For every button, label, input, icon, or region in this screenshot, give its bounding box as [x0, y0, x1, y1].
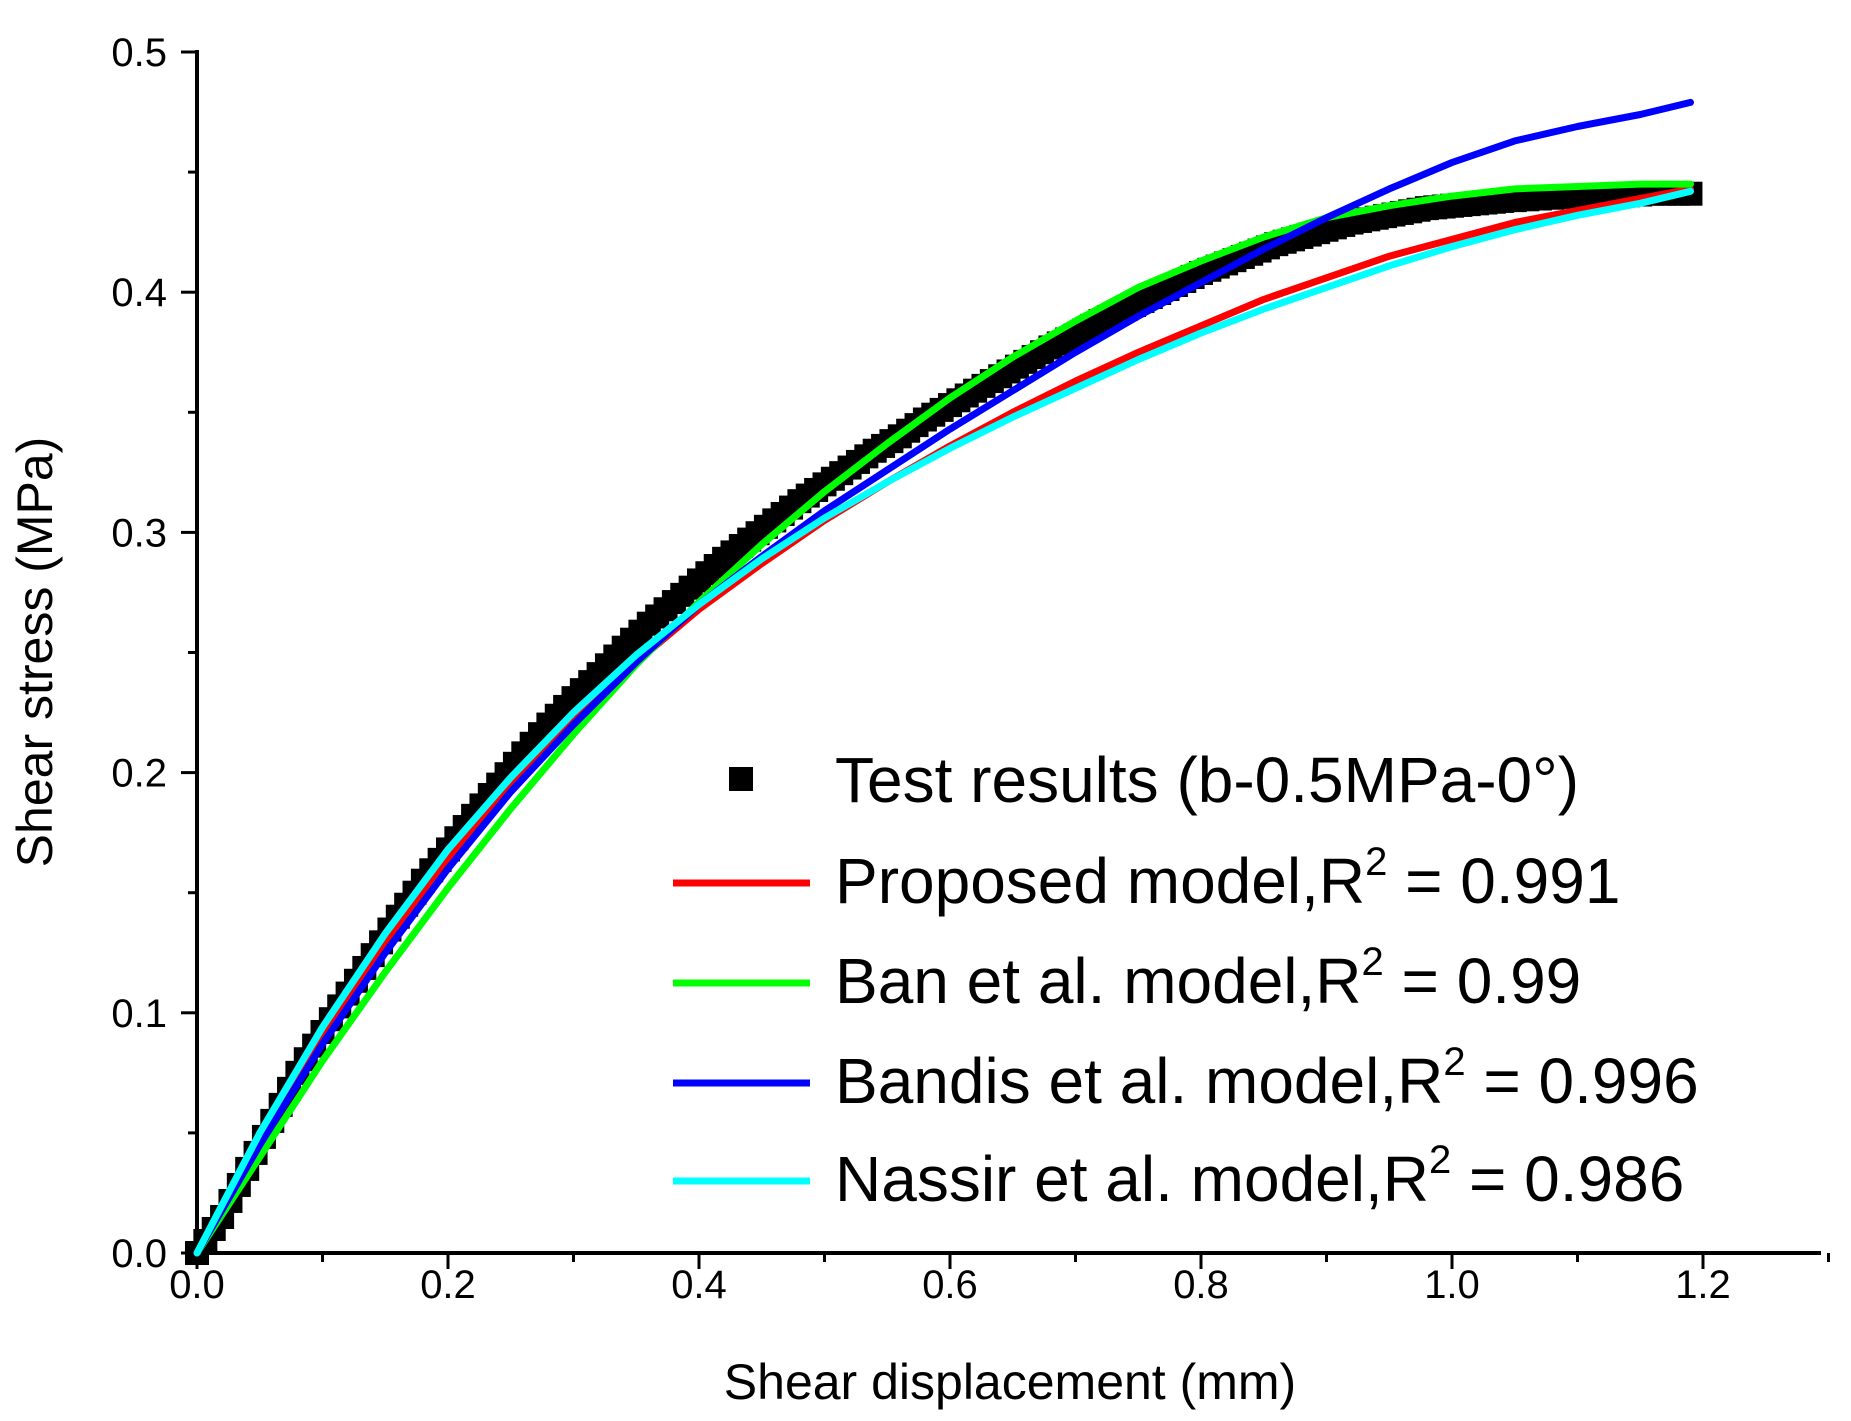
lines-layer: [193, 98, 1694, 1257]
y-tick-label: 0.5: [111, 31, 167, 75]
x-tick-label: 0.2: [420, 1263, 476, 1307]
y-ticks: [181, 50, 197, 1255]
legend-label-test-results: Test results (b-0.5MPa-0°): [835, 744, 1579, 816]
series-line-3: [193, 98, 1694, 1257]
legend-r2-nassir: 0.986: [1524, 1143, 1684, 1215]
x-tick-label: 1.2: [1675, 1263, 1731, 1307]
y-tick-label: 0.1: [111, 992, 167, 1036]
legend-name-bandis: Bandis et al. model,R: [835, 1045, 1443, 1117]
legend: Test results (b-0.5MPa-0°) Proposed mode…: [673, 744, 1699, 1215]
legend-label-nassir: Nassir et al. model,R2 = 0.986: [835, 1138, 1684, 1215]
series-line-4: [193, 187, 1694, 1257]
x-tick-label: 0.0: [169, 1263, 225, 1307]
legend-eq-bandis: =: [1466, 1045, 1539, 1117]
legend-label-bandis: Bandis et al. model,R2 = 0.996: [835, 1040, 1699, 1117]
legend-r2-proposed: 0.991: [1460, 845, 1620, 917]
legend-sup-ban: 2: [1362, 940, 1384, 984]
x-tick-label: 0.4: [671, 1263, 727, 1307]
y-tick-labels: 0.0 0.1 0.2 0.3 0.4 0.5: [111, 31, 167, 1276]
legend-marker-test-results: [729, 767, 753, 791]
legend-eq-nassir: =: [1451, 1143, 1524, 1215]
legend-name-proposed: Proposed model,R: [835, 845, 1365, 917]
y-tick-label: 0.4: [111, 271, 167, 315]
x-tick-label: 0.8: [1173, 1263, 1229, 1307]
legend-sup-nassir: 2: [1429, 1138, 1451, 1182]
legend-sup-proposed: 2: [1365, 840, 1387, 884]
legend-eq-ban: =: [1384, 945, 1457, 1017]
x-axis-title: Shear displacement (mm): [724, 1354, 1296, 1410]
legend-r2-bandis: 0.996: [1539, 1045, 1699, 1117]
legend-label-proposed: Proposed model,R2 = 0.991: [835, 840, 1620, 917]
legend-name-ban: Ban et al. model,R: [835, 945, 1362, 1017]
x-tick-labels: 0.0 0.2 0.4 0.6 0.8 1.0 1.2: [169, 1263, 1731, 1307]
series-line-2: [193, 180, 1694, 1257]
legend-name-nassir: Nassir et al. model,R: [835, 1143, 1429, 1215]
legend-label-ban: Ban et al. model,R2 = 0.99: [835, 940, 1581, 1017]
legend-eq-proposed: =: [1387, 845, 1460, 917]
legend-r2-ban: 0.99: [1457, 945, 1582, 1017]
x-tick-label: 1.0: [1424, 1263, 1480, 1307]
y-tick-label: 0.0: [111, 1232, 167, 1276]
y-tick-label: 0.2: [111, 752, 167, 796]
x-tick-label: 0.6: [922, 1263, 978, 1307]
y-tick-label: 0.3: [111, 511, 167, 555]
y-axis-title: Shear stress (MPa): [7, 437, 63, 868]
legend-sup-bandis: 2: [1443, 1040, 1465, 1084]
